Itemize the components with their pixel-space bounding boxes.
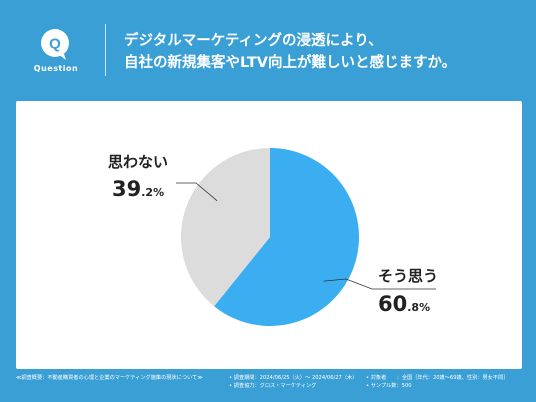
- disagree-value-integer: 39: [112, 177, 141, 201]
- question-title: デジタルマーケティングの浸透により、 自社の新規集客やLTV向上が難しいと感じま…: [124, 30, 524, 74]
- question-line-1: デジタルマーケティングの浸透により、: [124, 33, 383, 49]
- disagree-value: 39.2%: [112, 177, 164, 201]
- footer-target: • 対象者 ：全国［年代：20歳〜69歳、性別：男女不問］: [366, 375, 509, 381]
- pie-slice-agree: [214, 148, 359, 326]
- disagree-label: 思わない: [108, 153, 168, 171]
- disagree-value-decimal: .2%: [141, 186, 164, 199]
- badge-letter: Q: [49, 36, 61, 53]
- pie-chart: そう思う 60.8% 思わない 39.2%: [108, 148, 438, 326]
- agree-value: 60.8%: [378, 292, 430, 316]
- question-badge-icon: Q: [41, 29, 69, 60]
- chart-card: そう思う 60.8% 思わない 39.2%: [16, 101, 522, 369]
- footer-period: • 調査期間：2024/06/25（火）〜 2024/06/27（木）: [229, 375, 358, 381]
- footer-cooperation: • 調査協力：クロス・マーケティング: [229, 383, 317, 389]
- agree-value-integer: 60: [378, 292, 407, 316]
- agree-leader-line: [323, 278, 436, 290]
- badge-label: Question: [33, 64, 79, 73]
- question-line-2: 自社の新規集客やLTV向上が難しいと感じますか。: [124, 55, 457, 71]
- disagree-leader-line: [176, 182, 218, 202]
- agree-value-decimal: .8%: [407, 301, 430, 314]
- header-divider: [105, 24, 106, 76]
- footer-survey-title: ≪調査概要：不動産購買者の心理と企業のマーケティング施策の現状について≫: [16, 375, 203, 381]
- survey-footer: ≪調査概要：不動産購買者の心理と企業のマーケティング施策の現状について≫ • 調…: [0, 375, 536, 402]
- footer-sample: • サンプル数：500: [366, 383, 412, 389]
- agree-label: そう思う: [378, 267, 438, 285]
- pie-slice-disagree: [181, 148, 270, 307]
- header: Q Question デジタルマーケティングの浸透により、 自社の新規集客やLT…: [0, 0, 536, 95]
